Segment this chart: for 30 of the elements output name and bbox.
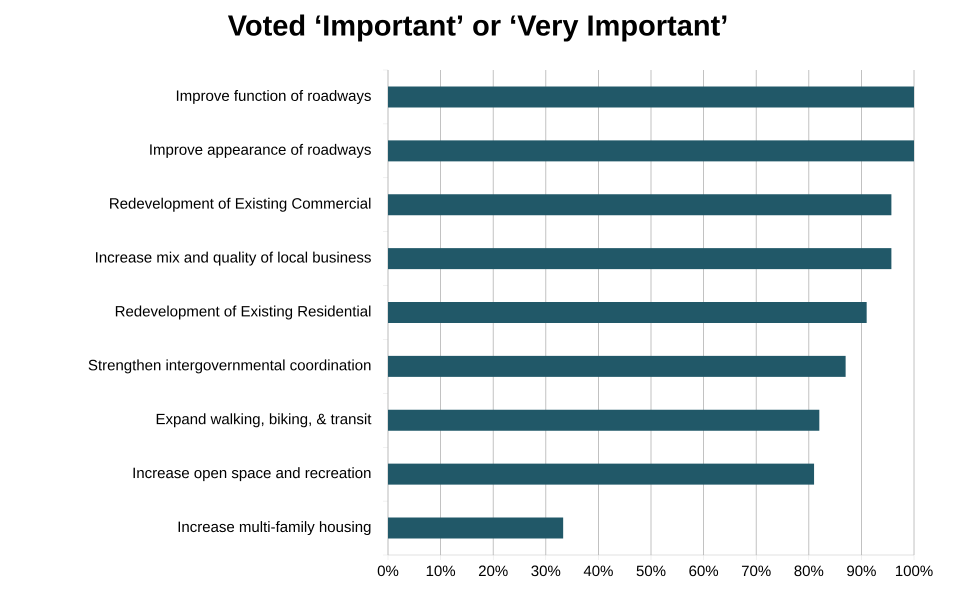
bar [388,302,867,324]
x-tick-label: 0% [378,566,398,576]
y-tick-label: Redevelopment of Existing Residential [116,306,370,320]
x-tick-label: 40% [584,566,613,576]
y-tick-label: Improve appearance of roadways [150,144,371,158]
y-tick-label: Increase multi-family housing [178,521,370,536]
x-tick-label: 20% [478,566,508,576]
x-tick-label: 50% [636,566,666,576]
y-tick-label: Expand walking, biking, & transit [156,413,372,428]
bar [388,464,814,485]
bar [388,140,914,162]
x-tick-label: 80% [794,566,824,576]
x-tick-label: 70% [742,566,771,576]
y-tick-label: Improve function of roadways [176,90,371,104]
bar [388,410,820,431]
bar [388,86,914,108]
y-tick-label: Strengthen intergovernmental coordination [88,359,370,374]
bar [388,356,846,377]
y-tick-label: Increase open space and recreation [134,467,370,482]
bar [388,518,564,539]
bar [388,248,892,270]
x-tick-label: 90% [847,566,876,576]
y-tick-label: Redevelopment of Existing Commercial [110,198,370,212]
x-tick-label: 60% [689,566,718,576]
x-tick-label: 10% [426,566,456,576]
x-tick-label: 100% [896,566,933,576]
x-tick-label: 30% [531,566,560,576]
chart-title: Voted ‘Important’ or ‘Very Important’ [228,14,726,42]
y-tick-label: Increase mix and quality of local business [96,252,371,266]
bar [388,194,892,216]
